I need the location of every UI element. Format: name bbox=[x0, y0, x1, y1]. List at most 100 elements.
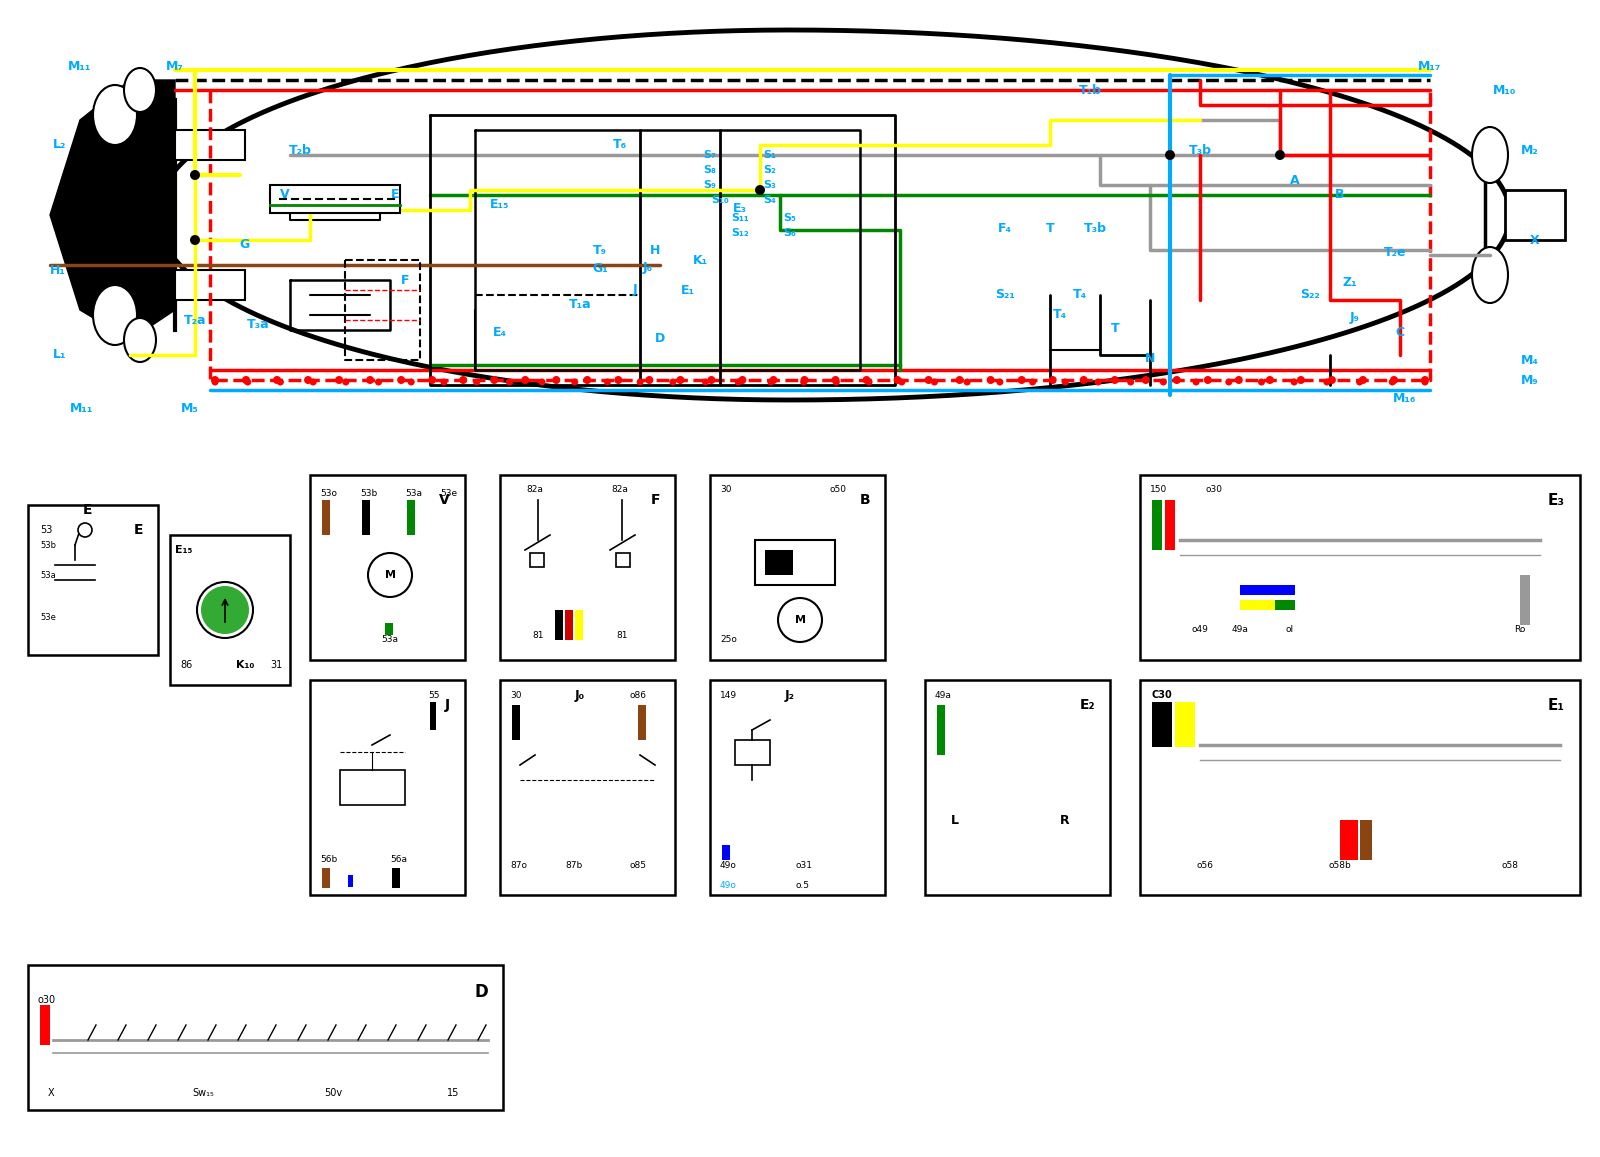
Text: J: J bbox=[632, 283, 637, 296]
Text: T⁡: T⁡ bbox=[1110, 322, 1120, 334]
Circle shape bbox=[506, 378, 514, 385]
Circle shape bbox=[755, 185, 765, 196]
Text: S₂₁: S₂₁ bbox=[995, 288, 1014, 302]
Bar bbox=[555, 610, 563, 640]
Bar bbox=[1240, 600, 1275, 610]
Text: o58b: o58b bbox=[1328, 861, 1352, 870]
Text: T₄: T₄ bbox=[1053, 309, 1067, 322]
Text: M₁₀: M₁₀ bbox=[1493, 83, 1517, 96]
Circle shape bbox=[202, 585, 250, 634]
Circle shape bbox=[770, 376, 778, 384]
Circle shape bbox=[1126, 378, 1134, 385]
Text: 87b: 87b bbox=[565, 861, 582, 870]
Text: G₁: G₁ bbox=[592, 261, 608, 274]
Circle shape bbox=[1328, 376, 1336, 384]
Circle shape bbox=[1389, 378, 1395, 385]
Circle shape bbox=[893, 376, 901, 384]
Circle shape bbox=[1291, 378, 1298, 385]
Circle shape bbox=[637, 378, 643, 385]
Bar bbox=[170, 145, 174, 285]
Circle shape bbox=[1192, 378, 1200, 385]
Text: 53a: 53a bbox=[405, 488, 422, 498]
Circle shape bbox=[310, 378, 317, 385]
Bar bbox=[530, 553, 544, 567]
Text: 50v: 50v bbox=[323, 1088, 342, 1098]
Circle shape bbox=[603, 378, 611, 385]
Bar bbox=[406, 500, 414, 535]
Text: M₁₇: M₁₇ bbox=[1418, 60, 1442, 74]
Text: X: X bbox=[48, 1088, 54, 1098]
Circle shape bbox=[614, 376, 622, 384]
Circle shape bbox=[963, 378, 971, 385]
Ellipse shape bbox=[125, 68, 157, 112]
Circle shape bbox=[374, 378, 382, 385]
Bar bbox=[765, 550, 794, 575]
Circle shape bbox=[334, 376, 342, 384]
Text: R: R bbox=[1061, 813, 1070, 826]
Polygon shape bbox=[50, 80, 174, 340]
Circle shape bbox=[1080, 376, 1088, 384]
Circle shape bbox=[1266, 376, 1274, 384]
Text: E₁₅: E₁₅ bbox=[174, 545, 192, 555]
Circle shape bbox=[1421, 376, 1429, 384]
Text: Z₁: Z₁ bbox=[1342, 275, 1357, 288]
Text: L₁: L₁ bbox=[53, 348, 67, 361]
Circle shape bbox=[1421, 378, 1429, 385]
Bar bbox=[270, 185, 400, 213]
Text: E: E bbox=[133, 523, 142, 537]
Circle shape bbox=[800, 378, 806, 385]
Text: Sw₁₅: Sw₁₅ bbox=[192, 1088, 214, 1098]
Bar bbox=[565, 610, 573, 640]
Ellipse shape bbox=[1472, 246, 1507, 303]
Circle shape bbox=[490, 376, 498, 384]
Circle shape bbox=[197, 582, 253, 638]
Text: F: F bbox=[400, 273, 410, 287]
Text: Ro: Ro bbox=[1514, 626, 1526, 634]
Circle shape bbox=[987, 376, 995, 384]
Circle shape bbox=[702, 378, 709, 385]
Text: 55: 55 bbox=[429, 691, 440, 700]
Text: S₉: S₉ bbox=[704, 180, 717, 190]
Text: G: G bbox=[240, 238, 250, 251]
Circle shape bbox=[645, 376, 653, 384]
Text: M₅: M₅ bbox=[181, 401, 198, 414]
Circle shape bbox=[931, 378, 938, 385]
Text: 82a: 82a bbox=[611, 486, 629, 494]
Text: S₁: S₁ bbox=[763, 150, 776, 160]
Text: 53a: 53a bbox=[381, 635, 398, 644]
Text: 30: 30 bbox=[720, 486, 731, 494]
Bar bbox=[310, 476, 466, 659]
Text: J₀: J₀ bbox=[574, 688, 586, 701]
Text: 53: 53 bbox=[40, 525, 53, 535]
Circle shape bbox=[1110, 376, 1118, 384]
Circle shape bbox=[997, 378, 1003, 385]
Circle shape bbox=[739, 376, 747, 384]
Text: o86: o86 bbox=[630, 691, 646, 700]
Bar bbox=[40, 1005, 50, 1045]
Bar bbox=[1139, 680, 1581, 896]
Text: S₂: S₂ bbox=[763, 165, 776, 175]
Ellipse shape bbox=[1472, 127, 1507, 183]
Text: 25o: 25o bbox=[720, 635, 738, 644]
Text: H: H bbox=[650, 243, 661, 257]
Circle shape bbox=[1142, 376, 1150, 384]
Bar bbox=[616, 553, 630, 567]
Text: 56b: 56b bbox=[320, 855, 338, 864]
Text: D: D bbox=[474, 983, 488, 1001]
Circle shape bbox=[1160, 378, 1166, 385]
Bar bbox=[386, 622, 394, 635]
Circle shape bbox=[274, 376, 282, 384]
Circle shape bbox=[768, 378, 774, 385]
Bar bbox=[574, 610, 582, 640]
Text: B: B bbox=[859, 493, 870, 507]
Circle shape bbox=[866, 378, 872, 385]
Circle shape bbox=[522, 376, 530, 384]
Circle shape bbox=[778, 598, 822, 642]
Bar bbox=[1152, 702, 1171, 747]
Text: E₃: E₃ bbox=[1547, 493, 1565, 508]
Bar bbox=[1275, 600, 1294, 610]
Text: S₅: S₅ bbox=[784, 213, 797, 223]
Circle shape bbox=[1275, 150, 1285, 160]
Text: X: X bbox=[1530, 234, 1539, 246]
Text: T₃b: T₃b bbox=[1083, 221, 1107, 235]
